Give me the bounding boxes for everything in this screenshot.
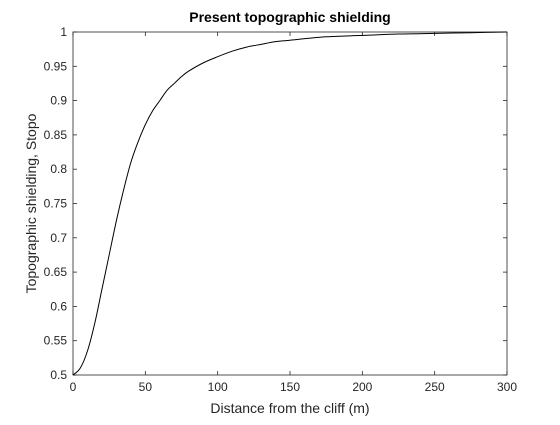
y-tick-label: 0.85 — [44, 128, 68, 142]
x-axis-ticks: 0 50 100 150 200 250 300 — [70, 32, 517, 394]
x-tick-label: 50 — [139, 380, 153, 394]
y-axis-label: Topographic shielding, Stopo — [23, 113, 39, 293]
y-tick-label: 0.75 — [44, 197, 68, 211]
plot-area — [72, 31, 508, 376]
y-tick-label: 0.5 — [50, 368, 67, 382]
x-tick-label: 150 — [280, 380, 300, 394]
chart-title: Present topographic shielding — [189, 9, 390, 25]
y-tick-label: 0.6 — [50, 299, 67, 313]
series-layer — [72, 31, 508, 376]
y-tick-label: 0.9 — [50, 94, 67, 108]
y-tick-label: 1 — [60, 25, 67, 39]
x-tick-label: 0 — [70, 380, 77, 394]
y-tick-label: 0.95 — [44, 59, 68, 73]
x-tick-label: 250 — [425, 380, 445, 394]
x-tick-label: 300 — [497, 380, 517, 394]
y-tick-label: 0.8 — [50, 162, 67, 176]
y-tick-label: 0.65 — [44, 265, 68, 279]
y-axis-ticks: 0.5 0.55 0.6 0.65 0.7 0.75 0.8 0.85 0.9 0.95 1 — [44, 25, 507, 382]
x-tick-label: 100 — [208, 380, 228, 394]
y-tick-label: 0.7 — [50, 231, 67, 245]
x-axis-label: Distance from the cliff (m) — [210, 400, 369, 416]
x-tick-label: 200 — [352, 380, 372, 394]
series-line — [72, 31, 508, 376]
y-tick-label: 0.55 — [44, 334, 68, 348]
